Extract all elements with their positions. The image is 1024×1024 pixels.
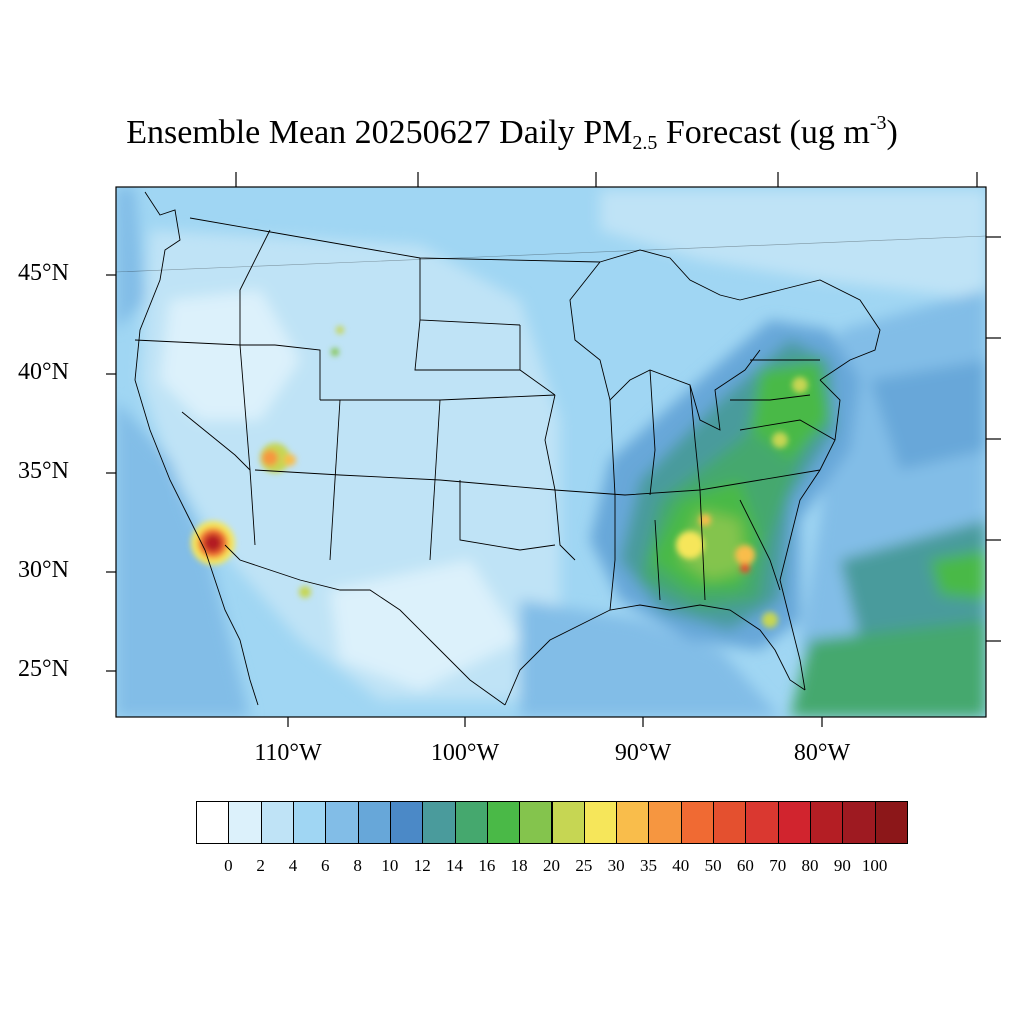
colorbar-label: 30 [607,856,625,875]
lat-label-35: 35°N [18,458,69,484]
colorbar-label: 10 [381,856,399,875]
colorbar-box [325,801,359,844]
colorbar-label: 50 [704,856,722,875]
lon-label-110w: 110°W [254,740,322,766]
lon-label-90w: 90°W [614,740,672,766]
colorbar-label: 2 [256,856,265,875]
colorbar-label: 80 [801,856,819,875]
colorbar-label: 70 [769,856,787,875]
colorbar-box [357,801,391,844]
colorbar-label: 20 [543,856,560,875]
colorbar-box [551,801,585,844]
map-field [116,187,986,717]
colorbar-box [196,801,230,844]
colorbar-label: 35 [639,856,657,875]
colorbar-box [454,801,488,844]
colorbar-box [810,801,844,844]
colorbar-label: 100 [861,856,888,875]
colorbar-box [228,801,262,844]
colorbar-box [260,801,294,844]
axis-ticks [106,172,1001,727]
colorbar-box [680,801,715,844]
colorbar-label: 14 [446,856,464,875]
lat-label-40: 40°N [18,359,69,385]
map-title: Ensemble Mean 20250627 Daily PM2.5 Forec… [126,112,898,154]
colorbar-box [389,801,424,844]
colorbar-box [292,801,327,844]
colorbar-label: 90 [833,856,851,875]
colorbar-box [713,801,747,844]
colorbar-box [648,801,682,844]
colorbar-box [616,801,650,844]
colorbar-box [519,801,553,844]
lat-label-45: 45°N [18,260,69,286]
colorbar-box [422,801,456,844]
colorbar-label: 8 [353,856,362,875]
colorbar-box [842,801,876,844]
colorbar-label: 0 [224,856,233,875]
colorbar-label: 16 [478,856,496,875]
lat-label-30: 30°N [18,557,69,583]
lon-label-80w: 80°W [793,740,851,766]
colorbar-label: 6 [321,856,330,875]
colorbar-box [583,801,618,844]
colorbar-box [874,801,908,844]
colorbar-label: 25 [575,856,593,875]
colorbar-label: 4 [288,856,298,875]
lat-label-25: 25°N [18,656,69,682]
boundary-lines [134,191,881,706]
colorbar-box [777,801,812,844]
colorbar-label: 18 [510,856,528,875]
colorbar-box [745,801,779,844]
colorbar-label: 40 [672,856,690,875]
lon-label-100w: 100°W [430,740,500,766]
map-frame [115,186,987,718]
colorbar-label: 60 [736,856,754,875]
colorbar-box [486,801,521,844]
colorbar-label: 12 [413,856,431,875]
